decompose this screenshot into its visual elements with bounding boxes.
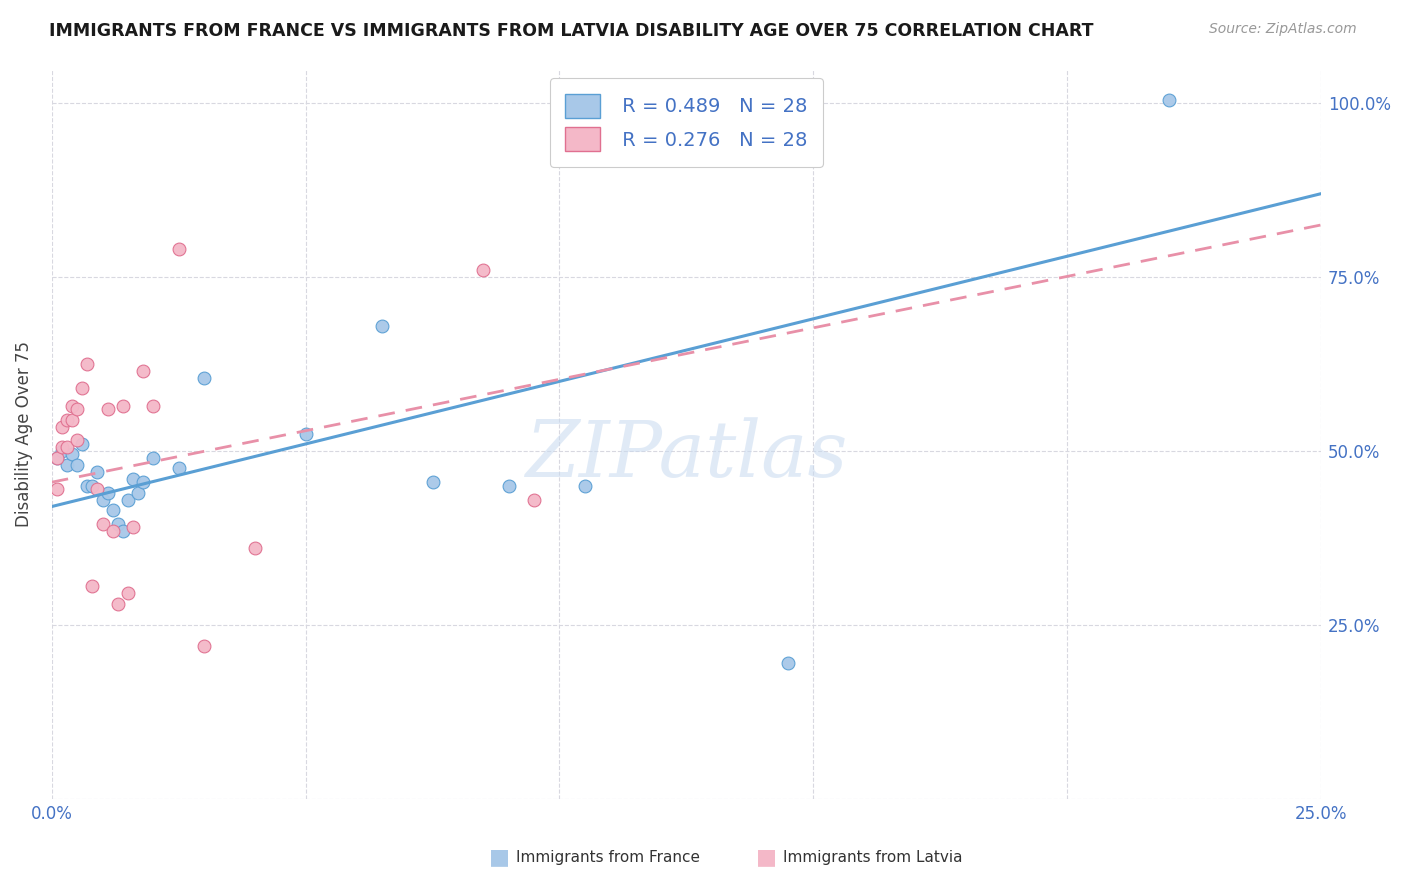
Point [60, 412, 83, 426]
Point [294, 426, 316, 441]
Point [167, 461, 190, 475]
Point [45, 450, 67, 465]
Text: ZIPatlas: ZIPatlas [526, 417, 848, 493]
Point [167, 242, 190, 256]
Point [574, 478, 596, 492]
Text: Immigrants from France: Immigrants from France [516, 850, 700, 865]
Point [193, 639, 215, 653]
Text: ■: ■ [489, 847, 509, 867]
Point [498, 478, 520, 492]
Point [51, 444, 73, 458]
Point [193, 371, 215, 385]
Point [97, 402, 120, 417]
Point [122, 520, 145, 534]
Point [127, 485, 149, 500]
Point [142, 399, 165, 413]
Point [97, 485, 120, 500]
Point [371, 318, 394, 333]
Point [60, 447, 83, 461]
Point [51, 441, 73, 455]
Point [86, 465, 108, 479]
Point [117, 586, 139, 600]
Point [122, 472, 145, 486]
Point [101, 503, 124, 517]
Point [86, 482, 108, 496]
Point [70, 437, 93, 451]
Point [91, 516, 114, 531]
Point [243, 541, 266, 556]
Point [142, 450, 165, 465]
Point [472, 263, 495, 277]
Point [51, 419, 73, 434]
Point [76, 478, 98, 492]
Text: Source: ZipAtlas.com: Source: ZipAtlas.com [1209, 22, 1357, 37]
Legend:  R = 0.489   N = 28,  R = 0.276   N = 28: R = 0.489 N = 28, R = 0.276 N = 28 [550, 78, 823, 167]
Text: IMMIGRANTS FROM FRANCE VS IMMIGRANTS FROM LATVIA DISABILITY AGE OVER 75 CORRELAT: IMMIGRANTS FROM FRANCE VS IMMIGRANTS FRO… [49, 22, 1094, 40]
Point [56, 441, 79, 455]
Point [101, 524, 124, 538]
Point [60, 399, 83, 413]
Point [107, 516, 129, 531]
Point [76, 357, 98, 371]
Point [45, 450, 67, 465]
Point [82, 579, 104, 593]
Text: Immigrants from Latvia: Immigrants from Latvia [783, 850, 963, 865]
Point [111, 524, 134, 538]
Point [132, 475, 155, 490]
Point [66, 458, 89, 472]
Point [1157, 93, 1180, 107]
Point [523, 492, 546, 507]
Point [422, 475, 444, 490]
Point [111, 399, 134, 413]
Point [91, 492, 114, 507]
Point [70, 381, 93, 395]
Text: ■: ■ [756, 847, 776, 867]
Point [66, 434, 89, 448]
Point [66, 402, 89, 417]
Point [56, 458, 79, 472]
Point [45, 482, 67, 496]
Point [776, 656, 799, 670]
Point [82, 478, 104, 492]
Point [132, 364, 155, 378]
Point [117, 492, 139, 507]
Y-axis label: Disability Age Over 75: Disability Age Over 75 [15, 341, 32, 526]
Point [107, 597, 129, 611]
Point [56, 412, 79, 426]
